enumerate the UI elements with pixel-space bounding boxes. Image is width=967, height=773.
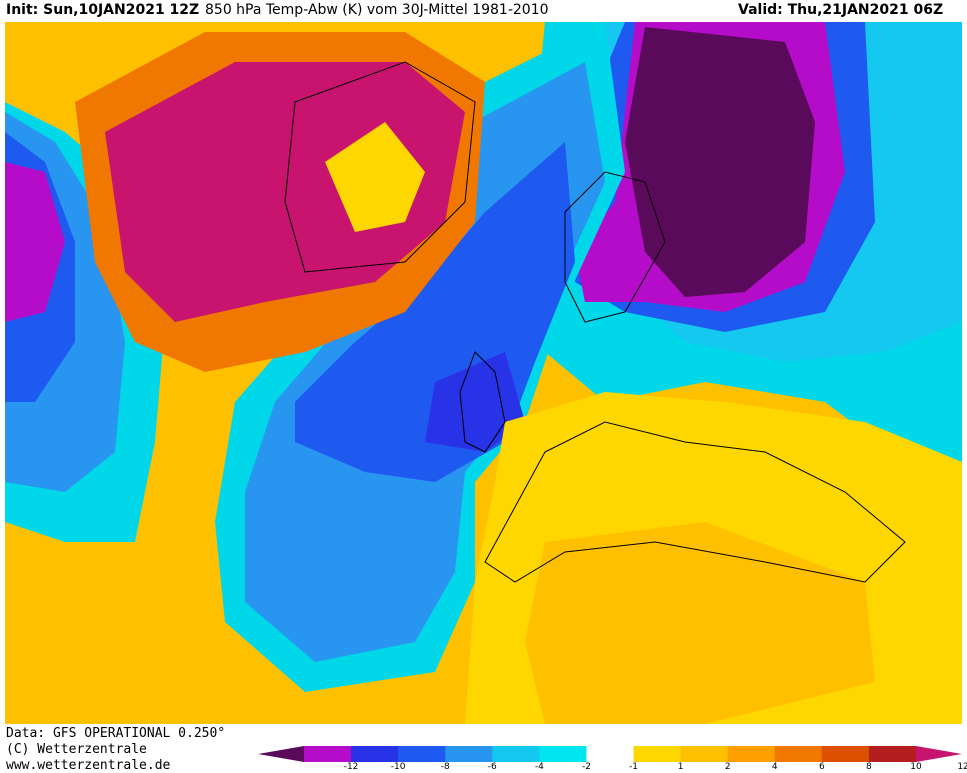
valid-time: Valid: Thu,21JAN2021 06Z	[738, 2, 944, 18]
coastline-british-isles	[459, 351, 506, 453]
legend-tick-label: 10	[910, 762, 922, 772]
init-time: Init: Sun,10JAN2021 12Z	[6, 2, 200, 18]
legend-tick-label: 12	[957, 762, 967, 772]
legend-box	[539, 746, 587, 762]
legend-tick-label: -8	[440, 762, 450, 772]
cold-core-northwest-russia	[625, 27, 815, 297]
legend-box	[680, 746, 729, 762]
legend-tick-label: -10	[390, 762, 406, 772]
legend-box	[492, 746, 540, 762]
legend-box	[727, 746, 776, 762]
legend-tick-label: -6	[487, 762, 497, 772]
legend-tick-label: -4	[534, 762, 544, 772]
legend-box	[586, 746, 635, 762]
legend-tick-label: 4	[771, 762, 778, 772]
legend-box	[351, 746, 399, 762]
coastline-greenland	[284, 61, 476, 273]
legend-tick-label: 2	[724, 762, 731, 772]
legend-box	[868, 746, 917, 762]
legend-box	[304, 746, 352, 762]
website-url: www.wetterzentrale.de	[6, 758, 171, 773]
legend-box	[445, 746, 493, 762]
anomaly-field	[5, 22, 962, 724]
legend-tick-label: -2	[581, 762, 591, 772]
legend-box	[821, 746, 870, 762]
warm-pocket-greenland-interior	[325, 122, 425, 232]
cold-core-atlantic	[425, 352, 525, 452]
map-header: Init: Sun,10JAN2021 12Z 850 hPa Temp-Abw…	[0, 0, 967, 22]
anomaly-map	[5, 22, 962, 724]
map-title: 850 hPa Temp-Abw (K) vom 30J-Mittel 1981…	[205, 2, 549, 18]
coastline-mediterranean	[484, 421, 906, 583]
legend-tick-label: 8	[866, 762, 872, 772]
coastline-scandinavia	[564, 171, 666, 323]
legend-arrow-high	[916, 746, 962, 762]
warm-anomaly-greenland-core	[105, 62, 465, 322]
color-legend	[258, 746, 962, 762]
legend-box	[774, 746, 823, 762]
cold-core-canada	[5, 162, 65, 322]
legend-tick-label: -12	[343, 762, 359, 772]
legend-tick-label: 6	[818, 762, 825, 772]
color-legend-labels: -12 -10 -8 -6 -4 -2 -1 1 2 4 6 8 10 12	[258, 762, 967, 773]
legend-box	[633, 746, 682, 762]
legend-tick-label: -1	[629, 762, 639, 772]
legend-tick-label: 1	[677, 762, 684, 772]
legend-box	[398, 746, 446, 762]
legend-arrow-low	[258, 746, 304, 762]
copyright: (C) Wetterzentrale	[6, 742, 147, 757]
data-source: Data: GFS OPERATIONAL 0.250°	[6, 726, 226, 741]
warm-anomaly-north-africa	[525, 522, 875, 724]
